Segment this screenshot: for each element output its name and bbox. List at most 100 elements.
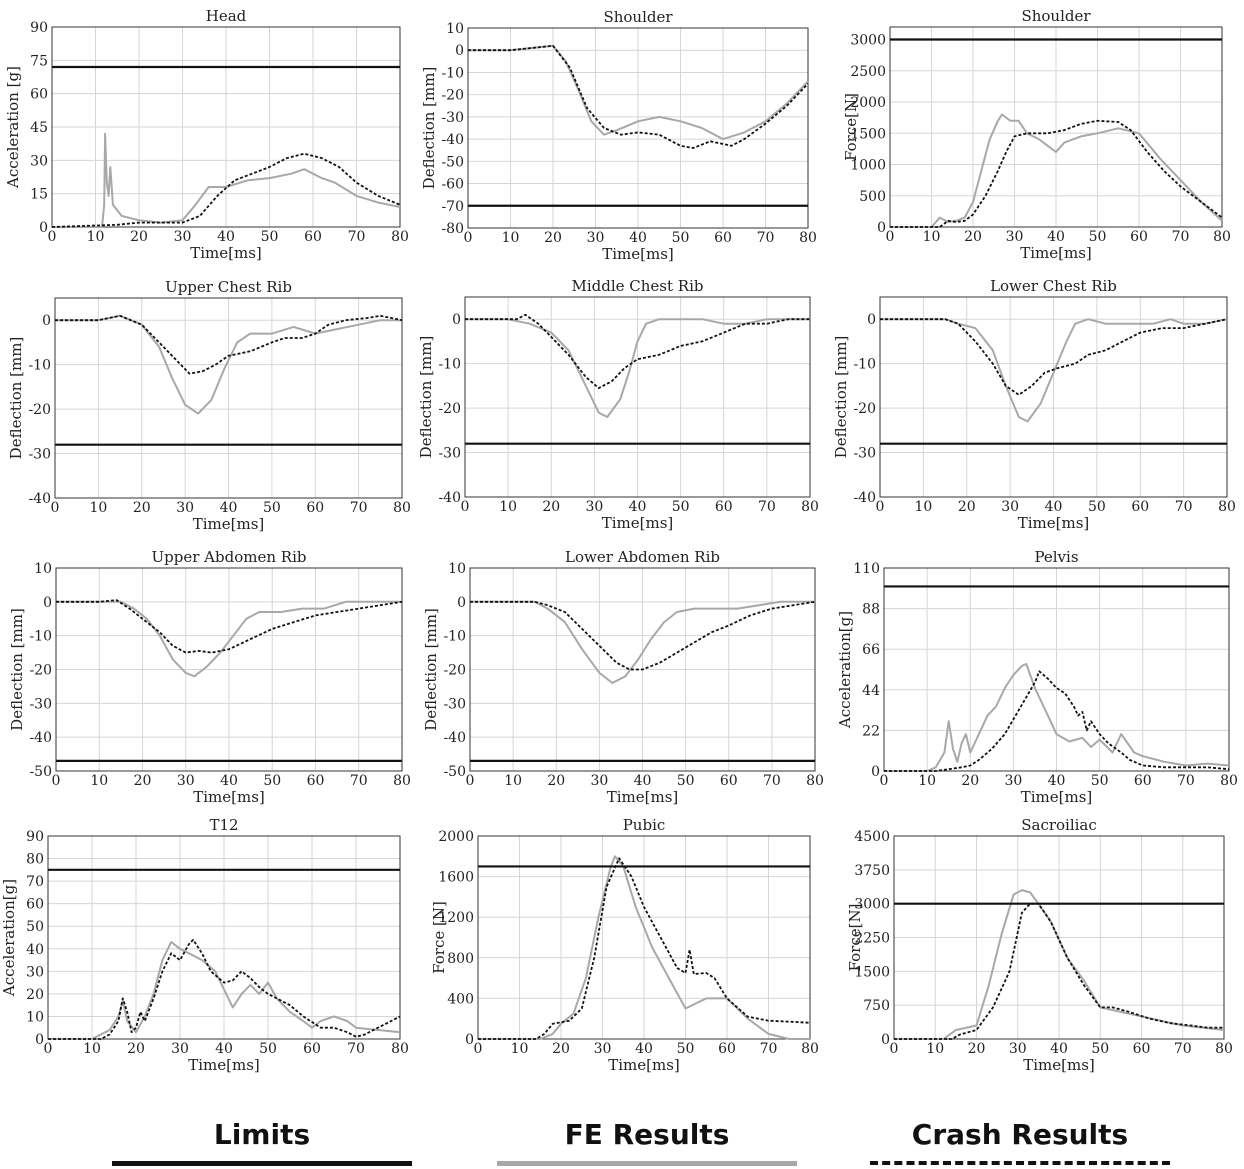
x-tick-label: 70	[763, 773, 781, 789]
x-tick-label: 10	[504, 773, 522, 789]
chart-title: Shoulder	[1021, 7, 1091, 25]
x-tick-label: 0	[886, 229, 895, 245]
x-tick-label: 10	[499, 499, 517, 515]
legend-fe-label: FE Results	[564, 1118, 730, 1151]
x-tick-label: 0	[48, 229, 57, 245]
chart-title: T12	[209, 816, 238, 834]
crash-results-line	[55, 314, 403, 375]
plot-frame	[47, 835, 401, 1040]
x-tick-label: 40	[1045, 499, 1063, 515]
crash-results-line	[51, 152, 401, 228]
chart-title: Pubic	[623, 816, 666, 834]
chart-grid: 0 10 20 30 40 50 60 70 800153045607590HeadTime[m…	[0, 7, 1238, 1074]
plot-frame	[54, 297, 403, 499]
legend-limits: Limits	[112, 1118, 412, 1151]
x-tick-label: 20	[961, 773, 979, 789]
x-tick-label: 20	[968, 1041, 986, 1057]
y-tick-label: 1200	[438, 910, 474, 926]
x-axis-label: Time[ms]	[190, 244, 262, 262]
y-tick-label: -10	[29, 629, 52, 645]
x-tick-label: 20	[542, 499, 560, 515]
x-tick-label: 20	[964, 229, 982, 245]
x-tick-label: 40	[634, 773, 652, 789]
x-axis-label: Time[ms]	[193, 788, 265, 806]
x-tick-label: 60	[1130, 229, 1148, 245]
plot-frame	[464, 296, 811, 498]
x-tick-label: 60	[1131, 499, 1149, 515]
y-tick-label: 60	[26, 897, 44, 913]
y-axis-label: Force [N]	[430, 901, 448, 974]
x-axis-label: Time[ms]	[1023, 1056, 1095, 1074]
y-tick-label: 10	[448, 561, 466, 577]
crash-results-line	[470, 600, 816, 671]
x-axis-label: Time[ms]	[188, 1056, 260, 1074]
x-tick-label: 50	[672, 499, 690, 515]
y-axis-label: Force[N]	[842, 93, 860, 161]
y-tick-label: 30	[26, 964, 44, 980]
chart-panel-1: 0 10 20 30 40 50 60 70 80 -80 -70 -60 -50 -40 -30 -20 -1…	[420, 8, 817, 263]
x-tick-label: 0	[880, 773, 889, 789]
y-tick-label: 75	[30, 53, 48, 69]
fe-results-line	[48, 941, 401, 1040]
y-tick-label: 45	[30, 120, 48, 136]
y-tick-label: 90	[26, 829, 44, 845]
y-tick-label: 0	[457, 595, 466, 611]
y-axis-label: Deflection [mm]	[832, 336, 850, 459]
x-tick-label: 10	[87, 229, 105, 245]
x-tick-label: 80	[1213, 229, 1231, 245]
crash-results-line	[56, 599, 403, 654]
x-tick-label: 20	[544, 230, 562, 246]
x-tick-label: 70	[350, 773, 368, 789]
x-tick-label: 0	[466, 773, 475, 789]
crash-results-line	[880, 318, 1228, 396]
y-tick-label: 10	[446, 21, 464, 37]
fe-results-line	[52, 132, 401, 228]
y-axis-label: Force[N]	[846, 904, 864, 972]
x-tick-label: 70	[348, 229, 366, 245]
chart-title: Sacroiliac	[1021, 816, 1097, 834]
x-tick-label: 50	[1089, 229, 1107, 245]
x-tick-label: 10	[90, 773, 108, 789]
y-tick-label: 750	[863, 998, 890, 1014]
y-tick-label: 44	[862, 683, 880, 699]
x-tick-label: 70	[760, 1041, 778, 1057]
chart-panel-4: 0 10 20 30 40 50 60 70 80 -40 -30 -20 -10 0 Middle Che…	[417, 277, 819, 532]
plot-frame	[469, 567, 816, 772]
x-tick-label: 10	[83, 1041, 101, 1057]
legend-limits-label: Limits	[213, 1118, 311, 1151]
plot-frame	[879, 296, 1228, 498]
y-tick-label: 0	[465, 1032, 474, 1048]
x-tick-label: 60	[304, 229, 322, 245]
y-tick-label: -20	[443, 663, 466, 679]
y-tick-label: 2250	[854, 931, 890, 947]
chart-panel-5: 0 10 20 30 40 50 60 70 80 -40 -30 -20 -10 0 Lower Ches…	[832, 277, 1236, 532]
x-tick-label: 30	[174, 229, 192, 245]
y-axis-label: Deflection [mm]	[422, 608, 440, 731]
x-axis-label: Time[ms]	[607, 788, 679, 806]
x-tick-label: 40	[629, 230, 647, 246]
x-tick-label: 10	[918, 773, 936, 789]
y-tick-label: -40	[853, 490, 876, 506]
x-tick-label: 10	[923, 229, 941, 245]
x-tick-label: 60	[307, 773, 325, 789]
y-tick-label: 22	[862, 723, 880, 739]
x-tick-label: 40	[220, 500, 238, 516]
y-tick-label: 3750	[854, 863, 890, 879]
y-tick-label: 90	[30, 20, 48, 36]
y-tick-label: 10	[26, 1009, 44, 1025]
x-tick-label: 10	[914, 499, 932, 515]
y-tick-label: 2000	[438, 829, 474, 845]
y-tick-label: 1500	[850, 126, 886, 142]
x-tick-label: 70	[757, 230, 775, 246]
legend-crash-label: Crash Results	[911, 1118, 1129, 1151]
x-tick-label: 80	[1218, 499, 1236, 515]
y-tick-label: -20	[441, 88, 464, 104]
y-tick-label: 0	[881, 1032, 890, 1048]
legend-fe: FE Results	[497, 1118, 797, 1151]
x-tick-label: 30	[590, 773, 608, 789]
x-tick-label: 50	[1088, 499, 1106, 515]
x-tick-label: 70	[1172, 229, 1190, 245]
x-tick-label: 60	[303, 1041, 321, 1057]
y-tick-label: -10	[28, 358, 51, 374]
y-tick-label: -20	[853, 401, 876, 417]
